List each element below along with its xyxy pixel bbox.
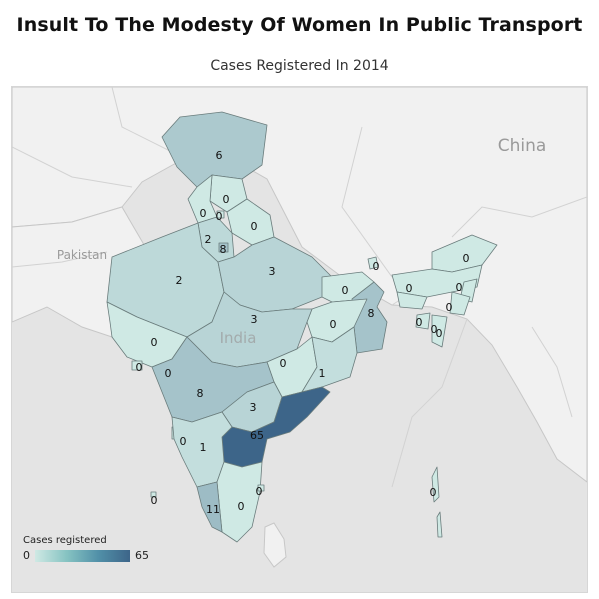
value-label: 3 xyxy=(269,265,276,278)
state-tripura[interactable] xyxy=(415,312,431,330)
land-sri-lanka xyxy=(263,522,287,568)
state-chandigarh[interactable] xyxy=(216,210,225,219)
value-label: 8 xyxy=(368,307,375,320)
value-label: 0 xyxy=(216,210,223,223)
value-label: 8 xyxy=(220,243,227,256)
value-label: 0 xyxy=(136,361,143,374)
state-kerala[interactable] xyxy=(196,481,223,533)
country-label-china: China xyxy=(498,136,547,156)
state-puducherry[interactable] xyxy=(257,484,265,492)
legend-gradient-bar xyxy=(35,549,130,562)
value-label: 0 xyxy=(280,357,287,370)
value-label: 2 xyxy=(205,233,212,246)
value-label: 65 xyxy=(250,429,264,442)
value-label: 3 xyxy=(250,401,257,414)
chart-title: Insult To The Modesty Of Women In Public… xyxy=(16,14,583,36)
value-label: 0 xyxy=(446,301,453,314)
country-label-india: India xyxy=(220,329,257,347)
state-lakshadweep[interactable] xyxy=(150,491,157,498)
state-tamil-nadu[interactable] xyxy=(216,461,263,543)
state-mizoram[interactable] xyxy=(431,314,448,348)
legend-min-label: 0 xyxy=(23,549,30,562)
chart-subtitle: Cases Registered In 2014 xyxy=(210,58,389,74)
value-label: 0 xyxy=(436,327,443,340)
value-label: 0 xyxy=(180,435,187,448)
value-label: 0 xyxy=(165,367,172,380)
value-label: 0 xyxy=(416,316,423,329)
legend-scale: 0 65 xyxy=(23,549,149,562)
value-label: 0 xyxy=(256,485,263,498)
value-label: 0 xyxy=(251,220,258,233)
state-andaman-nicobar[interactable] xyxy=(431,466,443,538)
state-odisha[interactable] xyxy=(301,326,358,393)
country-label-pakistan: Pakistan xyxy=(57,248,107,262)
value-label: 0 xyxy=(373,260,380,273)
value-label: 3 xyxy=(251,313,258,326)
map-area[interactable]: China Pakistan India 6 0 0 0 0 2 8 2 3 0… xyxy=(11,86,588,593)
value-label: 0 xyxy=(406,282,413,295)
value-label: 0 xyxy=(456,281,463,294)
value-label: 0 xyxy=(151,336,158,349)
value-label: 0 xyxy=(463,252,470,265)
state-manipur[interactable] xyxy=(449,291,471,316)
value-label: 0 xyxy=(330,318,337,331)
value-label: 0 xyxy=(238,500,245,513)
india-map[interactable]: China Pakistan India 6 0 0 0 0 2 8 2 3 0… xyxy=(12,87,587,592)
value-label: 2 xyxy=(176,274,183,287)
value-label: 0 xyxy=(342,284,349,297)
value-label: 6 xyxy=(216,149,223,162)
state-delhi[interactable] xyxy=(218,242,229,253)
value-label: 0 xyxy=(430,486,437,499)
legend-title: Cases registered xyxy=(23,535,107,546)
state-sikkim[interactable] xyxy=(367,256,379,270)
value-label: 1 xyxy=(319,367,326,380)
state-daman-diu[interactable] xyxy=(131,360,143,371)
value-label: 11 xyxy=(206,503,220,516)
value-label: 0 xyxy=(200,207,207,220)
state-uttar-pradesh[interactable] xyxy=(217,236,333,313)
value-label: 8 xyxy=(197,387,204,400)
color-legend: Cases registered 0 65 xyxy=(23,535,149,562)
state-meghalaya[interactable] xyxy=(396,291,428,310)
value-label: 0 xyxy=(223,193,230,206)
value-label: 1 xyxy=(200,441,207,454)
value-label: 0 xyxy=(431,323,438,336)
legend-max-label: 65 xyxy=(135,549,149,562)
value-label: 0 xyxy=(151,494,158,507)
